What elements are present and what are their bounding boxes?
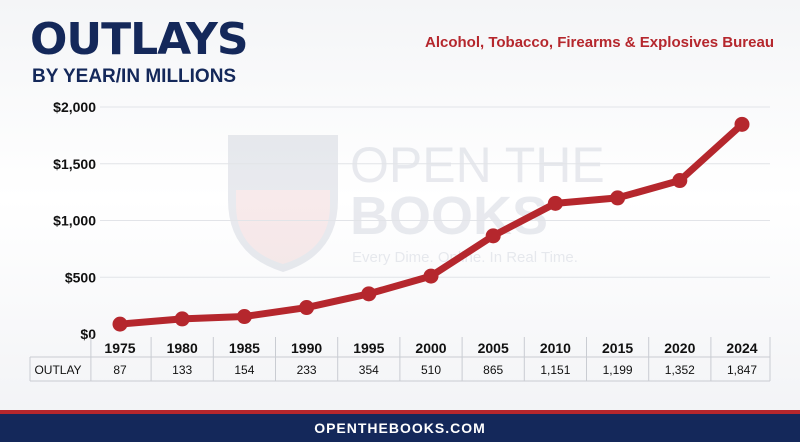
table-value: 510 bbox=[421, 363, 441, 377]
x-tick-label: 1990 bbox=[291, 340, 322, 356]
x-tick-label: 1975 bbox=[104, 340, 135, 356]
y-axis: $0 $500 $1,000 $1,500 $2,000 bbox=[53, 99, 96, 342]
data-point bbox=[672, 173, 688, 189]
x-tick-label: 2005 bbox=[478, 340, 509, 356]
x-tick-label: 2020 bbox=[664, 340, 695, 356]
footer-bar: OPENTHEBOOKS.COM bbox=[0, 410, 800, 442]
table-value: 1,352 bbox=[665, 363, 695, 377]
data-point bbox=[299, 300, 315, 316]
x-tick-label: 2000 bbox=[415, 340, 446, 356]
y-tick-label: $0 bbox=[80, 326, 96, 342]
footer-site[interactable]: OPENTHEBOOKS.COM bbox=[314, 420, 486, 436]
table-value: 154 bbox=[234, 363, 254, 377]
agency-name: Alcohol, Tobacco, Firearms & Explosives … bbox=[425, 34, 774, 51]
x-tick-label: 2010 bbox=[540, 340, 571, 356]
x-tick-label: 1995 bbox=[353, 340, 384, 356]
table-row-label: OUTLAY bbox=[34, 363, 81, 377]
table-value: 133 bbox=[172, 363, 192, 377]
y-tick-label: $500 bbox=[65, 269, 96, 285]
y-tick-label: $1,500 bbox=[53, 156, 96, 172]
data-point bbox=[485, 228, 501, 244]
x-tick-label: 2015 bbox=[602, 340, 633, 356]
y-tick-label: $2,000 bbox=[53, 99, 96, 115]
data-point bbox=[174, 311, 190, 327]
table-value: 354 bbox=[359, 363, 379, 377]
data-point bbox=[361, 286, 377, 302]
chart-subtitle: BY YEAR/IN MILLIONS bbox=[32, 66, 237, 87]
data-table: OUTLAY 1975 87 1980 133 1985 154 1990 233 1995 354… bbox=[29, 337, 771, 382]
data-point bbox=[734, 116, 750, 132]
x-tick-label: 1985 bbox=[229, 340, 260, 356]
data-point bbox=[236, 309, 252, 325]
data-point bbox=[112, 316, 128, 332]
data-point bbox=[423, 268, 439, 284]
watermark: OPEN THE BOOKS Every Dime. Online. In Re… bbox=[228, 135, 605, 272]
data-point bbox=[547, 195, 563, 211]
watermark-line1: OPEN THE bbox=[350, 137, 605, 193]
table-value: 87 bbox=[113, 363, 127, 377]
table-value: 233 bbox=[297, 363, 317, 377]
data-point bbox=[610, 190, 626, 206]
table-value: 1,847 bbox=[727, 363, 757, 377]
x-tick-label: 1980 bbox=[167, 340, 198, 356]
chart-title: OUTLAYS bbox=[30, 14, 249, 65]
x-tick-label: 2024 bbox=[726, 340, 757, 356]
series-outlays bbox=[112, 116, 750, 332]
outlays-chart: OPEN THE BOOKS Every Dime. Online. In Re… bbox=[29, 99, 771, 382]
table-value: 865 bbox=[483, 363, 503, 377]
shield-icon bbox=[228, 135, 338, 272]
table-value: 1,151 bbox=[540, 363, 570, 377]
table-value: 1,199 bbox=[603, 363, 633, 377]
y-tick-label: $1,000 bbox=[53, 213, 96, 229]
watermark-line2: BOOKS bbox=[350, 186, 548, 246]
